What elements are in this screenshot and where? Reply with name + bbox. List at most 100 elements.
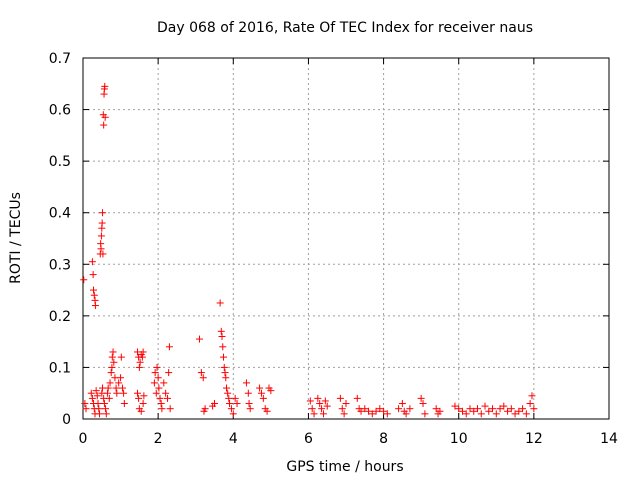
data-point xyxy=(417,394,425,402)
data-point xyxy=(216,299,224,307)
data-point xyxy=(90,291,98,299)
data-point xyxy=(245,400,253,408)
data-point xyxy=(89,271,97,279)
data-point xyxy=(97,232,105,240)
data-point xyxy=(110,358,118,366)
data-point xyxy=(395,405,403,413)
data-point xyxy=(528,392,536,400)
data-point xyxy=(316,400,324,408)
data-point xyxy=(165,369,173,377)
data-point xyxy=(217,327,225,335)
data-point xyxy=(139,400,147,408)
data-point xyxy=(365,407,373,415)
data-point xyxy=(221,369,229,377)
data-point xyxy=(368,410,376,418)
data-point xyxy=(489,405,497,413)
y-tick-label: 0.7 xyxy=(49,51,71,67)
data-point xyxy=(150,379,158,387)
data-point xyxy=(526,400,534,408)
data-point xyxy=(336,394,344,402)
data-point xyxy=(530,405,538,413)
data-point xyxy=(135,394,143,402)
data-point xyxy=(82,405,90,413)
data-point xyxy=(462,410,470,418)
data-point xyxy=(201,405,209,413)
data-point xyxy=(432,405,440,413)
data-point xyxy=(244,389,252,397)
data-point xyxy=(160,379,168,387)
data-point xyxy=(522,410,530,418)
data-point xyxy=(455,405,463,413)
y-axis: 0 0.1 0.2 0.3 0.4 0.5 0.6 0.7 xyxy=(49,51,609,428)
data-point xyxy=(113,389,121,397)
data-point xyxy=(92,387,100,395)
data-point xyxy=(153,363,161,371)
data-point xyxy=(139,348,147,356)
y-axis-label: ROTI / TECUs xyxy=(8,192,24,284)
data-point xyxy=(135,363,143,371)
data-point xyxy=(91,302,99,310)
data-point xyxy=(87,389,95,397)
data-point xyxy=(402,410,410,418)
data-point xyxy=(155,384,163,392)
data-point xyxy=(195,335,203,343)
data-points xyxy=(80,82,538,418)
data-point xyxy=(310,410,318,418)
data-point xyxy=(318,405,326,413)
data-point xyxy=(507,405,515,413)
x-tick-label: 4 xyxy=(229,431,238,447)
data-point xyxy=(94,400,102,408)
data-point xyxy=(496,405,504,413)
data-point xyxy=(102,410,110,418)
x-tick-label: 8 xyxy=(379,431,388,447)
data-point xyxy=(419,400,427,408)
data-point xyxy=(158,405,166,413)
data-point xyxy=(109,348,117,356)
data-point xyxy=(197,369,205,377)
y-tick-label: 0.4 xyxy=(49,206,71,222)
data-point xyxy=(88,258,96,266)
data-point xyxy=(319,410,327,418)
data-point xyxy=(115,379,123,387)
y-tick-label: 0.1 xyxy=(49,360,71,376)
y-tick-label: 0.2 xyxy=(49,309,71,325)
data-point xyxy=(222,374,230,382)
data-point xyxy=(101,82,109,90)
data-point xyxy=(458,407,466,415)
x-axis-label: GPS time / hours xyxy=(286,459,403,475)
data-point xyxy=(321,397,329,405)
data-point xyxy=(481,402,489,410)
data-point xyxy=(515,407,523,415)
data-point xyxy=(166,405,174,413)
x-tick-label: 10 xyxy=(450,431,468,447)
data-point xyxy=(519,405,527,413)
data-point xyxy=(398,400,406,408)
data-point xyxy=(233,400,241,408)
data-point xyxy=(219,343,227,351)
y-tick-label: 0 xyxy=(62,412,71,428)
plot-frame xyxy=(82,57,610,420)
data-point xyxy=(96,410,104,418)
data-point xyxy=(263,407,271,415)
data-point xyxy=(104,384,112,392)
data-point xyxy=(485,407,493,415)
data-point xyxy=(108,353,116,361)
data-point xyxy=(383,410,391,418)
data-point xyxy=(218,332,226,340)
data-point xyxy=(220,363,228,371)
data-point xyxy=(504,407,512,415)
data-point xyxy=(199,374,207,382)
data-point xyxy=(306,397,314,405)
data-point xyxy=(338,405,346,413)
x-axis: 0 2 4 6 8 10 12 14 xyxy=(79,58,618,447)
data-point xyxy=(140,392,148,400)
data-point xyxy=(165,343,173,351)
data-point xyxy=(138,353,146,361)
data-point xyxy=(226,400,234,408)
data-point xyxy=(88,394,96,402)
data-point xyxy=(118,384,126,392)
data-point xyxy=(156,394,164,402)
x-tick-label: 12 xyxy=(525,431,543,447)
data-point xyxy=(353,394,361,402)
